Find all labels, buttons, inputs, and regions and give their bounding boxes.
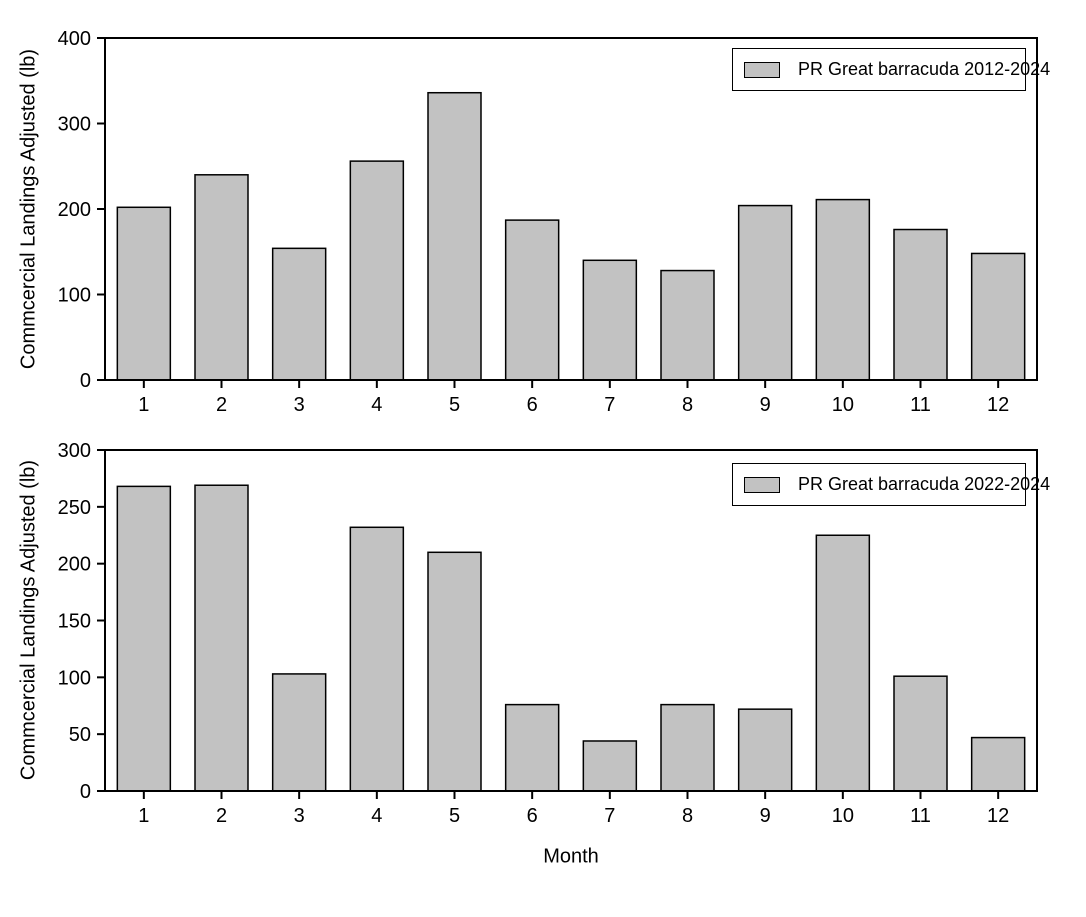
legend-swatch-icon (744, 476, 780, 493)
x-tick-label: 5 (449, 805, 460, 827)
x-tick-label: 12 (987, 394, 1009, 416)
x-tick-label: 1 (138, 394, 149, 416)
x-tick-label: 8 (682, 805, 693, 827)
bar-month-7 (582, 259, 638, 381)
bar-month-8 (660, 703, 715, 792)
y-tick-label: 0 (80, 370, 91, 392)
y-tick-label: 0 (80, 781, 91, 803)
y-tick-label: 50 (69, 724, 91, 746)
x-tick-label: 2 (216, 805, 227, 827)
bar-month-5 (427, 91, 482, 381)
y-tick-label: 200 (58, 554, 91, 576)
y-tick-label: 100 (58, 285, 91, 307)
bar-month-12 (970, 252, 1026, 381)
y-tick-label: 150 (58, 611, 91, 633)
x-tick-label: 3 (294, 805, 305, 827)
legend-label-bottom: PR Great barracuda 2022-2024 (798, 474, 1051, 494)
bar-month-4 (349, 526, 405, 792)
bar-month-6 (504, 219, 560, 381)
y-tick-label: 400 (58, 28, 91, 50)
bar-month-10 (815, 534, 871, 792)
legend-top: PR Great barracuda 2012-2024 (732, 48, 1050, 91)
x-tick-label: 7 (604, 394, 615, 416)
bar-month-8 (660, 269, 715, 381)
x-tick-label: 7 (604, 805, 615, 827)
y-tick-label: 300 (58, 114, 91, 136)
legend-bottom: PR Great barracuda 2022-2024 (732, 463, 1050, 506)
y-tick-label: 200 (58, 199, 91, 221)
x-tick-label: 9 (760, 805, 771, 827)
bar-month-11 (893, 228, 948, 381)
x-tick-label: 10 (832, 805, 854, 827)
bar-month-5 (427, 551, 482, 792)
bar-month-6 (504, 703, 560, 792)
bar-month-7 (582, 740, 638, 792)
bar-month-9 (737, 708, 793, 792)
x-axis-title: Month (543, 845, 599, 868)
x-tick-label: 6 (527, 805, 538, 827)
y-tick-label: 250 (58, 497, 91, 519)
bar-month-11 (893, 675, 948, 792)
bar-month-12 (970, 736, 1026, 792)
bar-month-9 (737, 204, 793, 381)
x-tick-label: 11 (910, 394, 931, 416)
bar-month-3 (271, 247, 327, 381)
bar-month-1 (116, 485, 172, 792)
y-tick-label: 100 (58, 667, 91, 689)
x-tick-label: 1 (138, 805, 149, 827)
x-tick-label: 8 (682, 394, 693, 416)
bar-month-10 (815, 198, 871, 381)
x-tick-label: 3 (294, 394, 305, 416)
x-tick-label: 2 (216, 394, 227, 416)
bar-month-2 (194, 484, 249, 792)
legend-label-top: PR Great barracuda 2012-2024 (798, 59, 1051, 79)
x-tick-label: 6 (527, 394, 538, 416)
x-tick-label: 4 (371, 805, 382, 827)
bar-month-2 (194, 174, 249, 381)
y-tick-label: 300 (58, 440, 91, 462)
x-tick-label: 5 (449, 394, 460, 416)
y-axis-title-top: Commcercial Landings Adjusted (lb) (17, 48, 40, 370)
x-tick-label: 4 (371, 394, 382, 416)
bar-month-4 (349, 160, 405, 381)
x-tick-label: 10 (832, 394, 854, 416)
legend-swatch-icon (744, 61, 780, 78)
x-tick-label: 11 (910, 805, 931, 827)
x-tick-label: 12 (987, 805, 1009, 827)
bar-month-1 (116, 206, 172, 381)
bar-month-3 (271, 673, 327, 792)
x-tick-label: 9 (760, 394, 771, 416)
y-axis-title-bottom: Commcercial Landings Adjusted (lb) (17, 459, 40, 781)
